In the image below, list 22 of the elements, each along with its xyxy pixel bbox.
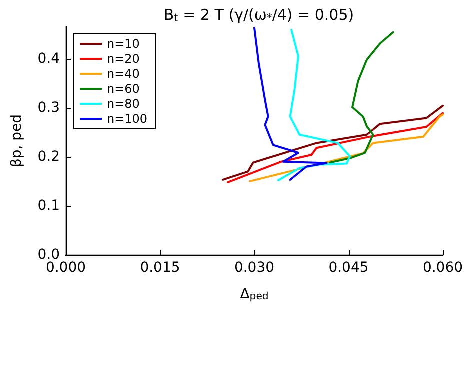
- y-tick-label: 0.1: [38, 198, 60, 214]
- x-tick-label: 0.030: [234, 260, 275, 276]
- y-tick-label: 0.2: [38, 148, 60, 165]
- chart-title: Bt = 2 T (γ/(ω*/4) = 0.05): [164, 6, 354, 24]
- legend-label: n=80: [107, 97, 140, 111]
- y-axis-title: βp, ped: [9, 114, 25, 168]
- legend-label: n=100: [107, 112, 148, 126]
- y-tick-label: 0.4: [38, 50, 60, 67]
- line-series: [328, 31, 394, 164]
- x-tick-label: 0.060: [422, 260, 464, 276]
- y-tick-label: 0.3: [38, 100, 60, 116]
- line-series: [254, 26, 328, 181]
- line-series: [277, 28, 352, 182]
- x-tick-label: 0.000: [46, 260, 86, 276]
- legend-label: n=20: [107, 52, 140, 66]
- x-axis-title: Δped: [240, 286, 269, 302]
- legend-label: n=60: [107, 82, 140, 96]
- y-tick-label: 0.0: [38, 247, 60, 263]
- legend-label: n=40: [107, 67, 140, 81]
- legend-label: n=10: [107, 37, 140, 51]
- x-tick-label: 0.045: [328, 260, 369, 276]
- x-tick-label: 0.015: [140, 260, 180, 276]
